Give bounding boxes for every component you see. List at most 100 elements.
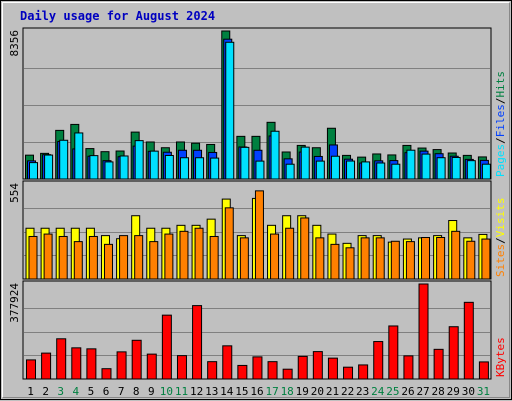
- bar-sites: [405, 241, 415, 280]
- bar-kbytes: [388, 325, 399, 380]
- bar-kbytes: [26, 359, 36, 380]
- bar-sites: [134, 235, 144, 280]
- bar-kbytes: [418, 283, 429, 380]
- bar-kbytes: [433, 348, 444, 380]
- x-tick-label: 8: [133, 385, 140, 398]
- bar-sites: [360, 237, 370, 280]
- bar-kbytes: [222, 345, 233, 380]
- bar-kbytes: [41, 352, 52, 380]
- bar-kbytes: [146, 353, 157, 380]
- bar-sites: [300, 217, 310, 280]
- x-tick-label: 11: [175, 385, 188, 398]
- legend-entry: Hits: [494, 71, 507, 98]
- chart-title: Daily usage for August 2024: [20, 9, 216, 23]
- bar-pages: [346, 160, 356, 180]
- bar-pages: [104, 161, 114, 180]
- bar-kbytes: [403, 355, 414, 380]
- bar-sites: [164, 233, 174, 280]
- bar-pages: [195, 157, 205, 180]
- bar-sites: [421, 237, 431, 280]
- x-tick-label: 18: [281, 385, 294, 398]
- bar-sites: [315, 237, 325, 280]
- bar-sites: [270, 233, 280, 280]
- bar-kbytes: [343, 366, 354, 380]
- x-tick-label: 12: [190, 385, 203, 398]
- legend-entry: /: [494, 237, 507, 244]
- bar-kbytes: [463, 301, 474, 380]
- bar-kbytes: [373, 341, 384, 380]
- bar-sites: [194, 227, 204, 280]
- x-tick-label: 14: [220, 385, 234, 398]
- x-tick-label: 31: [477, 385, 490, 398]
- x-tick-label: 15: [235, 385, 248, 398]
- bar-kbytes: [282, 368, 293, 380]
- bar-kbytes: [207, 361, 218, 380]
- x-tick-label: 3: [57, 385, 64, 398]
- bar-pages: [210, 157, 220, 180]
- legend-sites-visits: Sites/Visits: [494, 198, 507, 278]
- bar-pages: [466, 160, 476, 180]
- bar-kbytes: [237, 364, 248, 380]
- bar-pages: [74, 132, 84, 180]
- legend-hits-files-pages: Pages/Files/Hits: [494, 71, 507, 177]
- bar-kbytes: [176, 355, 187, 380]
- bar-pages: [119, 155, 129, 180]
- bar-pages: [29, 162, 38, 180]
- x-tick-label: 21: [326, 385, 339, 398]
- bar-kbytes: [192, 305, 203, 380]
- bar-sites: [209, 235, 219, 280]
- bar-pages: [376, 162, 386, 180]
- bar-sites: [28, 235, 38, 280]
- bar-pages: [134, 140, 144, 180]
- x-tick-label: 16: [250, 385, 263, 398]
- legend-entry: Files: [494, 104, 507, 137]
- legend-entry: Sites: [494, 244, 507, 277]
- bar-sites: [481, 238, 491, 280]
- bar-sites: [73, 241, 83, 280]
- legend-entry: KBytes: [494, 337, 507, 377]
- bar-sites: [179, 230, 189, 280]
- legend-entry: /: [494, 98, 507, 105]
- bar-sites: [254, 190, 264, 280]
- bar-pages: [270, 130, 280, 180]
- x-tick-label: 23: [356, 385, 369, 398]
- x-tick-label: 5: [88, 385, 95, 398]
- bar-pages: [44, 154, 54, 180]
- bar-sites: [436, 237, 446, 280]
- bar-pages: [451, 156, 461, 180]
- bar-kbytes: [358, 364, 369, 380]
- bar-pages: [361, 161, 371, 180]
- bar-sites: [43, 233, 53, 280]
- bar-kbytes: [131, 339, 142, 380]
- bar-sites: [239, 237, 249, 280]
- bar-kbytes: [116, 351, 127, 380]
- bar-pages: [300, 146, 310, 180]
- legend-kbytes: KBytes: [494, 337, 507, 377]
- bar-kbytes: [267, 361, 278, 380]
- bar-sites: [149, 241, 159, 280]
- bar-kbytes: [478, 361, 489, 380]
- x-tick-label: 29: [447, 385, 460, 398]
- y-max-label: 377924: [8, 283, 21, 323]
- bar-kbytes: [252, 356, 263, 380]
- legend-entry: Pages: [494, 144, 507, 177]
- x-tick-label: 22: [341, 385, 354, 398]
- x-tick-label: 2: [42, 385, 49, 398]
- bar-pages: [255, 160, 265, 180]
- bar-kbytes: [71, 347, 82, 380]
- bar-kbytes: [101, 368, 112, 380]
- bar-pages: [421, 153, 431, 180]
- bar-pages: [285, 163, 295, 180]
- bar-pages: [436, 157, 446, 180]
- bar-sites: [330, 243, 340, 280]
- x-tick-label: 6: [103, 385, 110, 398]
- x-tick-label: 28: [432, 385, 445, 398]
- bar-sites: [451, 230, 461, 280]
- bar-kbytes: [448, 326, 459, 380]
- legend-entry: Visits: [494, 198, 507, 238]
- bar-pages: [481, 163, 491, 180]
- bar-pages: [149, 150, 159, 180]
- bar-pages: [164, 154, 174, 180]
